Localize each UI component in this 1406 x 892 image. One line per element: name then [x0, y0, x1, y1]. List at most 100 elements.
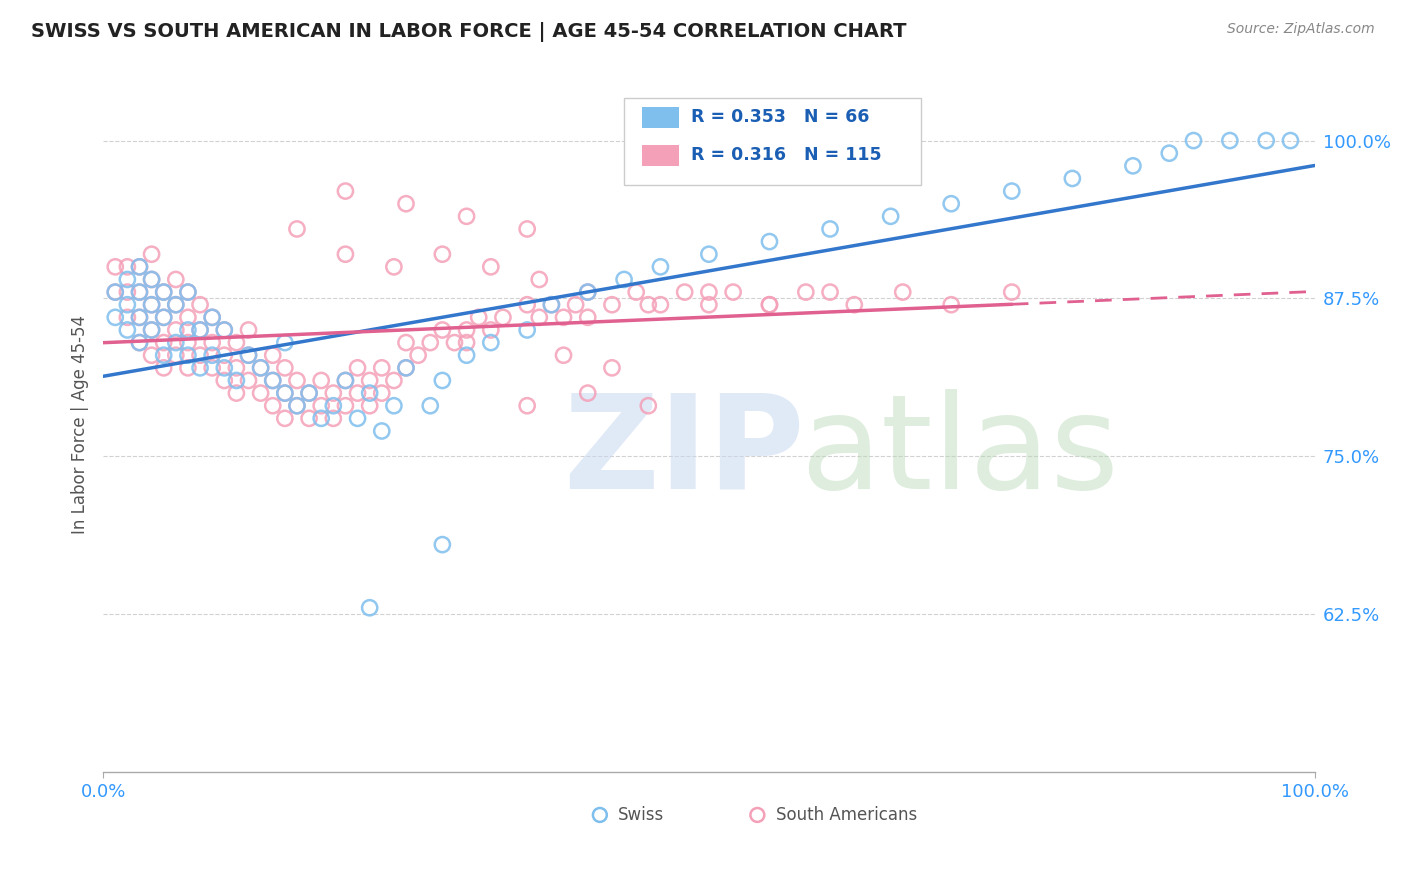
Point [335, 374, 357, 388]
Point [141, 323, 163, 337]
Point [395, 335, 418, 350]
Point [128, 335, 150, 350]
Point [309, 399, 332, 413]
Point [697, 285, 720, 299]
Point [1159, 146, 1181, 161]
Point [152, 285, 174, 299]
Point [516, 222, 538, 236]
Point [382, 374, 405, 388]
Point [298, 386, 321, 401]
Point [117, 323, 139, 337]
Point [941, 298, 963, 312]
Point [576, 310, 599, 325]
Point [309, 411, 332, 425]
Point [262, 374, 284, 388]
Point [188, 323, 211, 337]
Point [104, 310, 127, 325]
Point [177, 285, 200, 299]
Point [529, 272, 551, 286]
Point [419, 335, 441, 350]
Point [1062, 171, 1084, 186]
Point [249, 360, 271, 375]
Point [152, 310, 174, 325]
Point [335, 399, 357, 413]
Point [188, 360, 211, 375]
Point [152, 335, 174, 350]
Point [201, 348, 224, 362]
Point [576, 285, 599, 299]
Point [637, 399, 659, 413]
Y-axis label: In Labor Force | Age 45-54: In Labor Force | Age 45-54 [72, 315, 89, 534]
Point [673, 285, 696, 299]
Point [128, 260, 150, 274]
Point [1001, 184, 1024, 198]
Point [576, 285, 599, 299]
Point [165, 348, 187, 362]
Point [564, 298, 586, 312]
Point [128, 310, 150, 325]
Point [201, 310, 224, 325]
Point [346, 411, 368, 425]
Point [117, 285, 139, 299]
Point [117, 272, 139, 286]
Point [335, 247, 357, 261]
Point [188, 323, 211, 337]
Point [309, 374, 332, 388]
Bar [643, 145, 679, 166]
Point [201, 335, 224, 350]
Point [335, 184, 357, 198]
Point [1279, 134, 1302, 148]
Point [516, 298, 538, 312]
Point [285, 374, 308, 388]
Point [117, 260, 139, 274]
Point [1219, 134, 1241, 148]
Point [225, 335, 247, 350]
Point [165, 323, 187, 337]
Point [467, 310, 489, 325]
Point [117, 310, 139, 325]
Point [152, 348, 174, 362]
Point [238, 323, 260, 337]
Point [371, 386, 394, 401]
Point [104, 285, 127, 299]
Point [128, 260, 150, 274]
Point [141, 298, 163, 312]
Point [225, 386, 247, 401]
Point [165, 298, 187, 312]
Point [346, 386, 368, 401]
Point [1001, 285, 1024, 299]
Point [540, 298, 562, 312]
Text: Swiss: Swiss [619, 806, 664, 824]
Point [818, 222, 841, 236]
Text: ZIP: ZIP [564, 389, 806, 516]
Point [697, 247, 720, 261]
Point [214, 323, 236, 337]
FancyBboxPatch shape [624, 98, 921, 185]
Point [432, 374, 454, 388]
Point [152, 310, 174, 325]
Point [346, 360, 368, 375]
Point [225, 360, 247, 375]
Point [285, 399, 308, 413]
Point [1122, 159, 1144, 173]
Point [141, 247, 163, 261]
Point [214, 323, 236, 337]
Point [576, 386, 599, 401]
Point [177, 323, 200, 337]
Point [285, 399, 308, 413]
Point [188, 298, 211, 312]
Point [104, 285, 127, 299]
Point [456, 323, 478, 337]
Point [359, 600, 381, 615]
Point [117, 298, 139, 312]
Point [298, 386, 321, 401]
Point [721, 285, 744, 299]
Point [456, 348, 478, 362]
Point [249, 360, 271, 375]
Point [165, 272, 187, 286]
Point [479, 335, 502, 350]
Point [128, 335, 150, 350]
Point [359, 399, 381, 413]
Point [650, 260, 672, 274]
Point [1256, 134, 1278, 148]
